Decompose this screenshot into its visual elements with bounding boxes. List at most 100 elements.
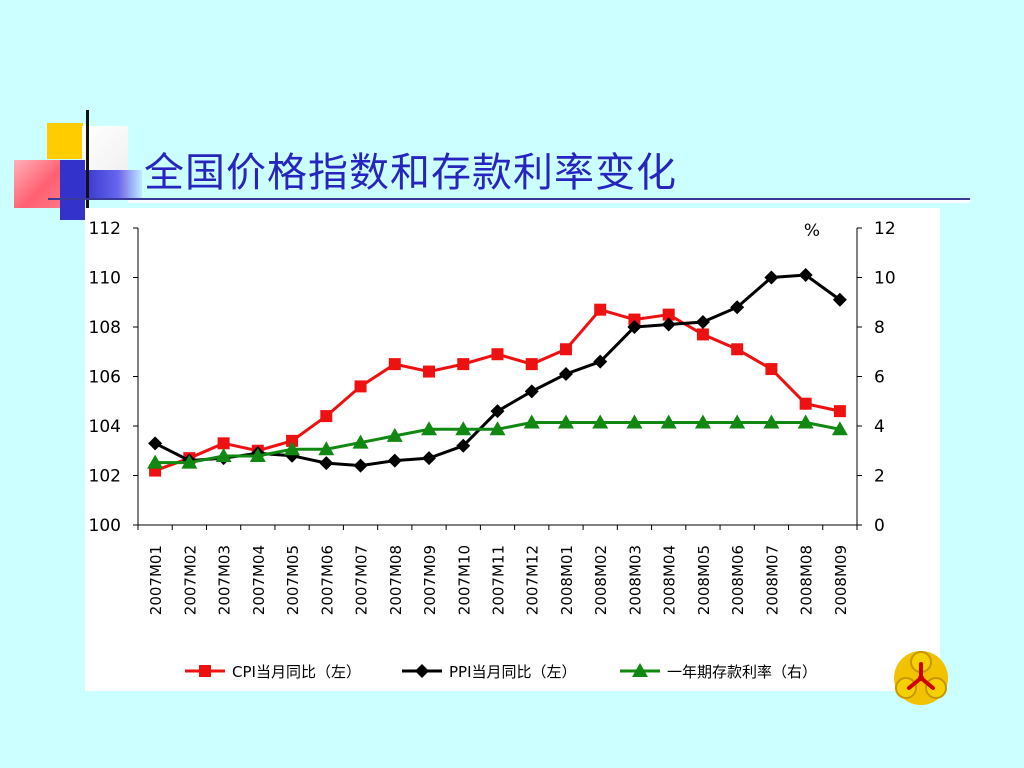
data-point-0 (423, 365, 436, 378)
data-point-2 (181, 454, 198, 469)
y-right-tick-label: 4 (874, 417, 885, 437)
data-point-1 (695, 315, 710, 330)
legend-marker (199, 665, 211, 677)
data-point-2 (352, 434, 369, 449)
y-right-tick-label: 12 (874, 219, 896, 239)
data-point-2 (318, 441, 335, 456)
legend-label: 一年期存款利率（右） (667, 663, 817, 681)
data-point-2 (831, 421, 848, 436)
x-tick-label: 2007M01 (147, 545, 165, 615)
data-point-1 (558, 367, 573, 382)
y-right-unit: % (804, 221, 820, 241)
data-point-0 (662, 308, 675, 321)
x-tick-label: 2007M09 (421, 545, 439, 615)
y-right-tick-label: 8 (874, 318, 885, 338)
title-underline (48, 198, 970, 200)
data-point-0 (833, 405, 846, 418)
legend-marker (415, 664, 429, 678)
slide-title: 全国价格指数和存款利率变化 (144, 150, 677, 196)
x-tick-label: 2008M02 (592, 545, 610, 615)
legend-marker (632, 663, 648, 677)
data-point-2 (215, 447, 232, 462)
data-point-2 (797, 414, 814, 429)
x-tick-label: 2007M04 (250, 545, 268, 615)
y-left-tick-label: 100 (89, 516, 121, 536)
x-tick-label: 2007M05 (284, 545, 302, 615)
data-point-1 (764, 270, 779, 285)
data-point-1 (490, 404, 505, 419)
data-point-1 (148, 436, 163, 451)
x-tick-label: 2008M01 (558, 545, 576, 615)
y-left-tick-label: 110 (89, 269, 121, 289)
data-point-1 (832, 292, 847, 307)
data-point-1 (730, 300, 745, 315)
data-point-0 (559, 343, 572, 356)
x-tick-label: 2007M06 (318, 545, 336, 615)
y-left-tick-label: 106 (89, 368, 121, 388)
data-point-2 (284, 441, 301, 456)
data-point-2 (592, 414, 609, 429)
y-left-tick-label: 108 (89, 318, 121, 338)
data-point-0 (388, 358, 401, 371)
data-point-2 (557, 414, 574, 429)
data-point-2 (626, 414, 643, 429)
y-right-tick-label: 2 (874, 467, 885, 487)
decor-vertical-line (86, 110, 89, 220)
x-tick-label: 2007M11 (490, 545, 508, 615)
data-point-0 (731, 343, 744, 356)
data-point-0 (320, 410, 333, 423)
x-tick-label: 2007M08 (387, 545, 405, 615)
y-right-tick-label: 6 (874, 368, 885, 388)
data-point-1 (627, 320, 642, 334)
y-left-tick-label: 102 (89, 467, 121, 487)
data-point-0 (799, 397, 812, 410)
data-point-0 (354, 380, 367, 393)
data-point-1 (319, 456, 334, 471)
data-point-2 (386, 427, 403, 442)
y-left-tick-label: 112 (89, 219, 121, 239)
data-point-2 (147, 454, 164, 469)
x-tick-label: 2008M05 (695, 545, 713, 615)
data-point-0 (628, 313, 641, 326)
data-point-0 (765, 363, 778, 376)
y-left-tick-label: 104 (89, 417, 121, 437)
data-point-1 (422, 451, 437, 466)
data-point-2 (455, 421, 472, 436)
data-point-1 (661, 317, 676, 332)
data-point-0 (696, 328, 709, 341)
x-tick-label: 2008M03 (626, 545, 644, 615)
bank-emblem-icon (894, 651, 948, 705)
title-underline-highlight (128, 200, 970, 203)
data-point-2 (523, 414, 540, 429)
data-point-1 (353, 458, 368, 473)
data-point-0 (525, 358, 538, 371)
x-tick-label: 2007M03 (216, 545, 234, 615)
x-tick-label: 2007M10 (455, 545, 473, 615)
line-chart: 100 102 104 106 108 110 112 0 2 4 6 8 10 12% 2007M01 20… (89, 219, 896, 681)
decor-yellow-square (47, 123, 83, 159)
data-point-2 (694, 414, 711, 429)
x-tick-label: 2007M02 (181, 545, 199, 615)
x-tick-label: 2008M06 (729, 545, 747, 615)
data-point-1 (593, 354, 608, 369)
data-point-2 (489, 421, 506, 436)
data-point-0 (217, 437, 230, 450)
x-tick-label: 2007M07 (353, 545, 371, 615)
y-right-tick-label: 0 (874, 516, 885, 536)
decor-blue-bar (82, 170, 142, 200)
data-point-1 (524, 384, 539, 399)
data-point-2 (660, 414, 677, 429)
data-point-2 (421, 421, 438, 436)
decor-blue-square (60, 160, 85, 220)
data-point-0 (491, 348, 504, 361)
x-tick-label: 2008M09 (832, 545, 850, 615)
data-point-2 (763, 414, 780, 429)
legend-label: PPI当月同比（左） (449, 663, 577, 681)
data-point-1 (798, 268, 813, 283)
x-tick-label: 2008M04 (661, 545, 679, 615)
data-point-1 (456, 438, 471, 453)
data-point-0 (457, 358, 470, 371)
x-tick-label: 2008M07 (763, 545, 781, 615)
data-point-2 (729, 414, 746, 429)
x-tick-label: 2008M08 (798, 545, 816, 615)
